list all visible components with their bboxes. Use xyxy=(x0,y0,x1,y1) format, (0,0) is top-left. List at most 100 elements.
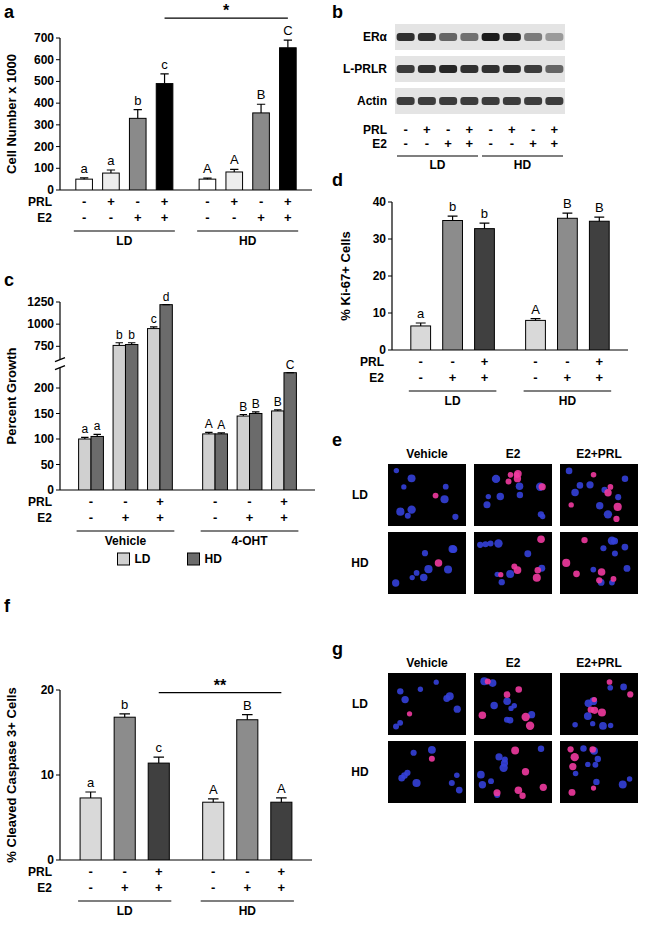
nucleus xyxy=(514,566,522,574)
legend: LDHD xyxy=(118,552,223,566)
blot-band xyxy=(524,97,542,105)
y-tick xyxy=(56,38,60,39)
nucleus xyxy=(581,537,587,543)
micrograph xyxy=(560,464,638,526)
significance-mark: ** xyxy=(214,677,227,694)
blot-band xyxy=(482,97,500,105)
y-tick xyxy=(56,190,60,191)
blot-strip xyxy=(395,24,565,50)
treatment-sign: + xyxy=(155,864,163,879)
micrograph-bg xyxy=(388,673,466,735)
treatment-sign: - xyxy=(565,354,569,369)
bar xyxy=(253,113,270,190)
nucleus xyxy=(407,505,415,513)
error-bar xyxy=(531,319,541,321)
nucleus xyxy=(452,514,458,520)
nucleus xyxy=(535,567,542,574)
error-bar xyxy=(134,110,142,119)
y-tick-label: 30 xyxy=(373,232,387,246)
bar xyxy=(148,329,160,490)
y-tick xyxy=(56,146,60,147)
micrograph-bg xyxy=(388,532,466,594)
bar xyxy=(160,305,172,490)
nucleus xyxy=(433,493,439,499)
nucleus xyxy=(494,539,502,547)
blot-band xyxy=(503,97,521,105)
group-line xyxy=(197,230,298,231)
treatment-sign: + xyxy=(444,136,452,151)
micrograph-bg xyxy=(560,464,638,526)
bar xyxy=(156,84,173,190)
y-tick-label: 10 xyxy=(41,768,55,782)
group-label: LD xyxy=(445,394,461,408)
y-tick xyxy=(56,775,60,776)
nucleus xyxy=(538,746,544,752)
nucleus xyxy=(589,746,595,752)
treatment-sign: + xyxy=(466,122,474,137)
column-label: Vehicle xyxy=(406,447,448,461)
group-line xyxy=(409,390,497,391)
error-bar xyxy=(203,178,211,179)
micrograph-bg xyxy=(560,741,638,803)
bar-letter: A xyxy=(205,417,213,431)
blot-band xyxy=(545,65,563,73)
bar-letter: a xyxy=(81,422,88,436)
blot-band xyxy=(545,97,563,105)
treatment-sign: + xyxy=(161,194,169,209)
bar xyxy=(237,416,249,490)
treatment-sign: - xyxy=(419,354,423,369)
nucleus xyxy=(435,559,442,566)
group-label: HD xyxy=(514,158,532,172)
error-bar xyxy=(240,415,247,417)
bar xyxy=(103,173,120,190)
bar xyxy=(475,229,495,350)
group-label: LD xyxy=(430,158,446,172)
row-label: HD xyxy=(351,556,369,570)
group-line xyxy=(201,900,294,901)
blot-band xyxy=(482,65,500,73)
treatment-sign: + xyxy=(121,880,129,895)
nucleus xyxy=(604,489,611,496)
treatment-sign: - xyxy=(205,210,209,225)
bar xyxy=(526,320,546,350)
bar-letter: A xyxy=(203,161,212,176)
bar-letter: a xyxy=(81,161,89,176)
nucleus xyxy=(573,570,580,577)
plot-area xyxy=(76,40,296,190)
group-line xyxy=(74,230,175,231)
micrograph-bg xyxy=(560,673,638,735)
error-bar xyxy=(128,343,135,345)
y-tick-label: 700 xyxy=(34,31,54,45)
bar-letter: a xyxy=(417,306,425,321)
micrograph xyxy=(474,532,552,594)
nucleus xyxy=(401,696,408,703)
nucleus xyxy=(490,702,497,709)
bar xyxy=(271,802,292,860)
nucleus xyxy=(443,484,449,490)
y-axis-title: % Cleaved Caspase 3+ Cells xyxy=(4,687,19,862)
nucleus xyxy=(540,784,547,791)
nucleus xyxy=(608,723,613,728)
panel: c05010015020075010001250Percent Growthab… xyxy=(4,270,315,566)
nucleus xyxy=(420,574,428,582)
micrograph-bg xyxy=(388,464,466,526)
nucleus xyxy=(449,780,455,786)
panel-label: f xyxy=(4,596,11,616)
figure: a0100200300400500600700Cell Number x 100… xyxy=(0,0,650,926)
blot-band xyxy=(397,97,415,105)
micrograph-bg xyxy=(560,532,638,594)
error-bar xyxy=(153,757,164,763)
panel: d010203040% Ki-67+ CellsabbABBPRL--+--+E… xyxy=(332,170,628,408)
error-bar xyxy=(284,40,292,48)
y-tick-label: 750 xyxy=(34,339,54,353)
blot-band xyxy=(439,97,457,105)
bar-letter: c xyxy=(156,740,163,755)
treatment-sign: - xyxy=(531,122,535,137)
error-bar xyxy=(85,792,96,798)
bar xyxy=(199,179,216,190)
nucleus xyxy=(401,484,406,489)
y-tick xyxy=(388,313,392,314)
axis-break xyxy=(55,366,65,370)
y-tick-label: 1000 xyxy=(27,317,54,331)
nucleus xyxy=(405,513,411,519)
